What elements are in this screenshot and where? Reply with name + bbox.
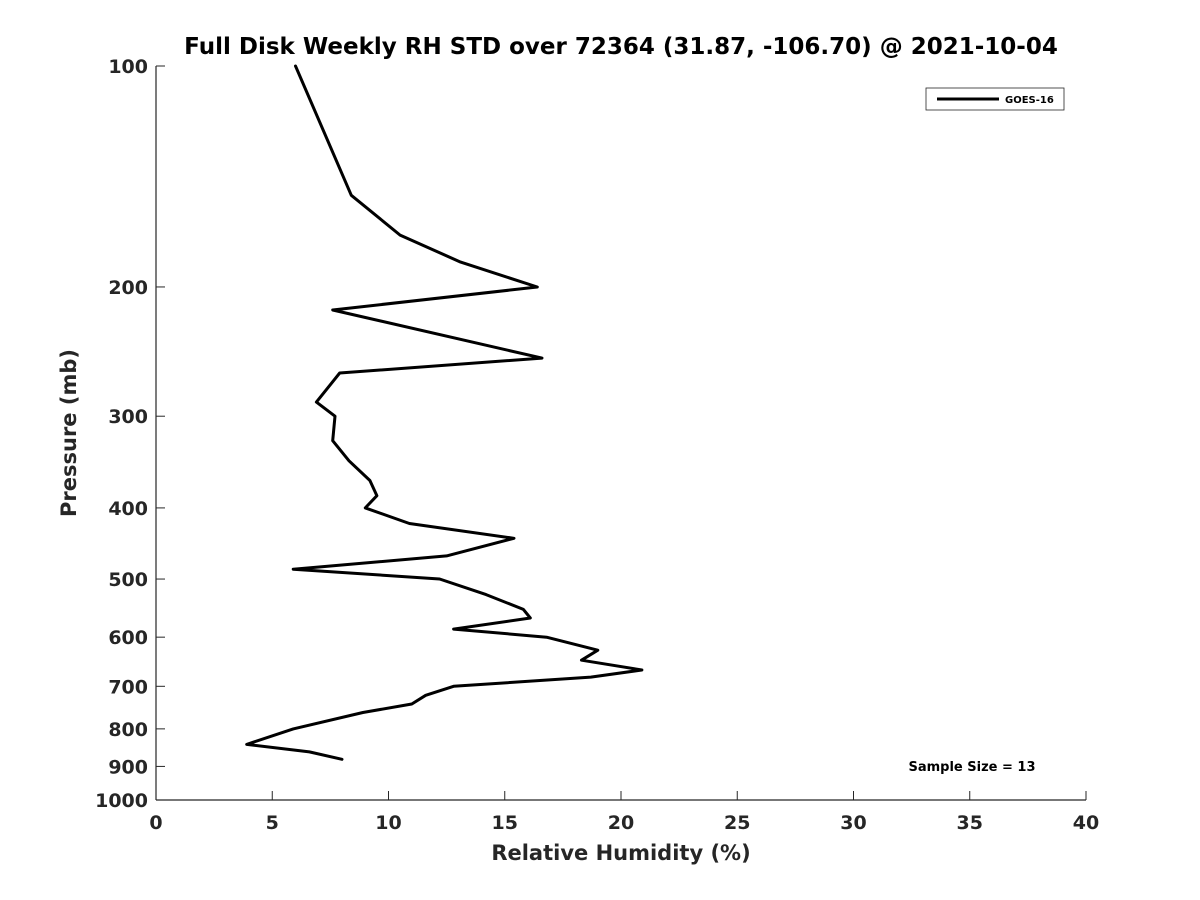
x-ticks: 0 5 10 15 20 25 30 35 40 <box>149 791 1099 834</box>
y-tick-label: 200 <box>108 277 148 299</box>
y-tick-label: 300 <box>108 406 148 428</box>
sample-size-annotation: Sample Size = 13 <box>908 760 1035 775</box>
chart-title: Full Disk Weekly RH STD over 72364 (31.8… <box>184 34 1058 60</box>
series-group <box>245 64 644 761</box>
x-tick-label: 0 <box>149 812 162 834</box>
y-tick-label: 100 <box>108 56 148 78</box>
y-ticks: 100 200 300 400 500 600 700 800 900 1000 <box>95 56 165 812</box>
x-tick-label: 5 <box>266 812 279 834</box>
x-axis-label: Relative Humidity (%) <box>491 841 750 865</box>
y-tick-label: 600 <box>108 627 148 649</box>
x-tick-label: 30 <box>840 812 866 834</box>
y-tick-label: 700 <box>108 676 148 698</box>
y-tick-label: 400 <box>108 498 148 520</box>
x-tick-label: 10 <box>375 812 401 834</box>
y-tick-label: 900 <box>108 756 148 778</box>
y-tick-label: 800 <box>108 719 148 741</box>
axes <box>155 66 1086 801</box>
x-tick-label: 15 <box>492 812 518 834</box>
x-tick-label: 25 <box>724 812 750 834</box>
legend-label-goes-16: GOES-16 <box>1005 95 1054 106</box>
legend: GOES-16 <box>925 87 1065 111</box>
y-tick-label: 500 <box>108 569 148 591</box>
x-tick-label: 20 <box>608 812 634 834</box>
x-tick-label: 35 <box>957 812 983 834</box>
x-tick-label: 40 <box>1073 812 1099 834</box>
y-tick-label: 1000 <box>95 790 148 812</box>
y-axis-label: Pressure (mb) <box>57 349 81 517</box>
series-line-goes-16 <box>245 64 644 761</box>
